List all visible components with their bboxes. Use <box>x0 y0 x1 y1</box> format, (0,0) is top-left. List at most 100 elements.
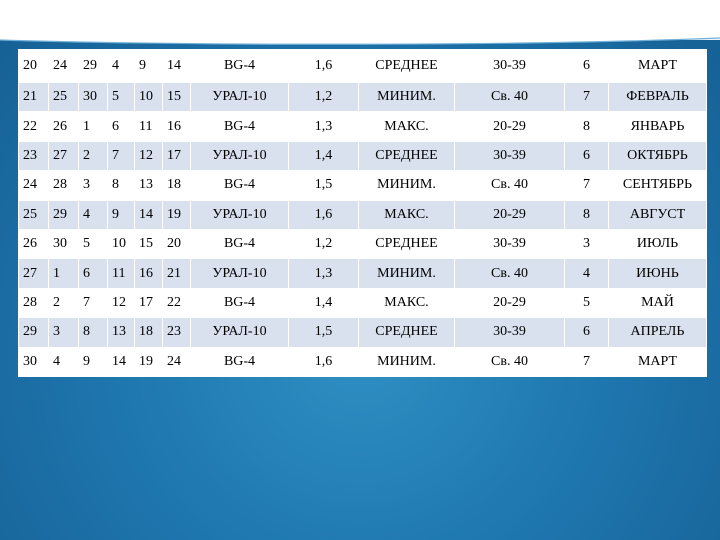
table-row: 20 24 29 4 9 14 BG-4 1,6 СРЕДНЕЕ 30-39 6 МАРТ <box>18 49 707 83</box>
table-cell: УРАЛ-10 <box>190 81 289 113</box>
table-cell: 4 <box>78 199 108 230</box>
table-cell: 30 <box>78 81 108 113</box>
table-cell: 6 <box>564 140 609 172</box>
table-cell: 6 <box>564 317 609 348</box>
table-cell: Св. 40 <box>454 170 565 201</box>
table-cell: 7 <box>107 140 135 172</box>
table-cell: 13 <box>107 317 135 348</box>
table-cell: УРАЛ-10 <box>190 258 289 289</box>
data-table-container: 20 24 29 4 9 14 BG-4 1,6 СРЕДНЕЕ 30-39 6 МАРТ 21 25 30… <box>18 49 707 377</box>
table-cell: 25 <box>18 199 49 230</box>
table-cell: АВГУСТ <box>608 199 707 230</box>
table-cell: СЕНТЯБРЬ <box>608 170 707 201</box>
table-cell: 25 <box>48 81 79 113</box>
table-cell: ЯНВАРЬ <box>608 111 707 142</box>
table-cell: 1,6 <box>288 49 359 83</box>
table-cell: 24 <box>162 346 191 377</box>
table-cell: МИНИМ. <box>358 258 455 289</box>
table-cell: 27 <box>48 140 79 172</box>
table-row: 21 25 30 5 10 15 УРАЛ-10 1,2 МИНИМ. Св. 40 7 ФЕВРАЛ… <box>18 81 707 113</box>
table-cell: 21 <box>18 81 49 113</box>
table-cell: МАРТ <box>608 49 707 83</box>
table-cell: 29 <box>78 49 108 83</box>
table-cell: 14 <box>134 199 163 230</box>
table-cell: 8 <box>107 170 135 201</box>
table-cell: 29 <box>48 199 79 230</box>
table-cell: 18 <box>162 170 191 201</box>
table-cell: 5 <box>564 287 609 319</box>
table-cell: ФЕВРАЛЬ <box>608 81 707 113</box>
table-cell: 6 <box>564 49 609 83</box>
table-cell: 30-39 <box>454 49 565 83</box>
table-cell: 18 <box>134 317 163 348</box>
table-cell: СРЕДНЕЕ <box>358 140 455 172</box>
table-cell: ИЮЛЬ <box>608 228 707 260</box>
table-cell: 19 <box>134 346 163 377</box>
table-cell: 23 <box>162 317 191 348</box>
table-cell: СРЕДНЕЕ <box>358 317 455 348</box>
table-cell: 28 <box>18 287 49 319</box>
table-cell: 30-39 <box>454 228 565 260</box>
table-cell: 24 <box>18 170 49 201</box>
table-cell: 20 <box>18 49 49 83</box>
table-cell: 30 <box>18 346 49 377</box>
table-cell: 22 <box>18 111 49 142</box>
table-cell: 7 <box>564 81 609 113</box>
table-cell: 30 <box>48 228 79 260</box>
table-cell: УРАЛ-10 <box>190 317 289 348</box>
table-cell: 16 <box>134 258 163 289</box>
table-cell: 8 <box>564 199 609 230</box>
table-cell: 11 <box>107 258 135 289</box>
table-cell: 4 <box>107 49 135 83</box>
table-cell: Св. 40 <box>454 258 565 289</box>
table-cell: BG-4 <box>190 111 289 142</box>
table-cell: 14 <box>107 346 135 377</box>
table-cell: 5 <box>78 228 108 260</box>
table-cell: 3 <box>78 170 108 201</box>
table-row: 25 29 4 9 14 19 УРАЛ-10 1,6 МАКС. 20-29 8 АВГУСТ <box>18 199 707 230</box>
table-cell: 4 <box>48 346 79 377</box>
table-cell: 1,4 <box>288 287 359 319</box>
table-cell: 7 <box>78 287 108 319</box>
table-cell: 7 <box>564 170 609 201</box>
table-cell: 17 <box>162 140 191 172</box>
table-cell: 26 <box>18 228 49 260</box>
slide-decorative-curve <box>0 0 720 45</box>
table-cell: 14 <box>162 49 191 83</box>
table-cell: 5 <box>107 81 135 113</box>
table-cell: 1,3 <box>288 258 359 289</box>
table-cell: МАКС. <box>358 111 455 142</box>
table-cell: 23 <box>18 140 49 172</box>
table-row: 28 2 7 12 17 22 BG-4 1,4 МАКС. 20-29 5 МАЙ <box>18 287 707 319</box>
table-cell: BG-4 <box>190 170 289 201</box>
table-row: 26 30 5 10 15 20 BG-4 1,2 СРЕДНЕЕ 30-39 3 ИЮЛЬ <box>18 228 707 260</box>
table-cell: 3 <box>564 228 609 260</box>
table-cell: 15 <box>134 228 163 260</box>
table-cell: 24 <box>48 49 79 83</box>
table-cell: МИНИМ. <box>358 346 455 377</box>
table-cell: 13 <box>134 170 163 201</box>
table-row: 22 26 1 6 11 16 BG-4 1,3 МАКС. 20-29 8 ЯНВАРЬ <box>18 111 707 142</box>
table-cell: 16 <box>162 111 191 142</box>
table-cell: 26 <box>48 111 79 142</box>
table-cell: УРАЛ-10 <box>190 199 289 230</box>
table-cell: 8 <box>564 111 609 142</box>
table-cell: МАЙ <box>608 287 707 319</box>
table-cell: 19 <box>162 199 191 230</box>
table-cell: ИЮНЬ <box>608 258 707 289</box>
table-cell: МАРТ <box>608 346 707 377</box>
table-cell: 11 <box>134 111 163 142</box>
table-cell: 12 <box>134 140 163 172</box>
table-cell: МАКС. <box>358 287 455 319</box>
table-cell: СРЕДНЕЕ <box>358 49 455 83</box>
table-cell: Св. 40 <box>454 81 565 113</box>
table-cell: МАКС. <box>358 199 455 230</box>
table-cell: ОКТЯБРЬ <box>608 140 707 172</box>
table-cell: 27 <box>18 258 49 289</box>
table-cell: 15 <box>162 81 191 113</box>
table-cell: 20-29 <box>454 199 565 230</box>
table-cell: 20-29 <box>454 111 565 142</box>
table-cell: BG-4 <box>190 228 289 260</box>
data-table: 20 24 29 4 9 14 BG-4 1,6 СРЕДНЕЕ 30-39 6 МАРТ 21 25 30… <box>18 49 707 377</box>
table-cell: 30-39 <box>454 140 565 172</box>
